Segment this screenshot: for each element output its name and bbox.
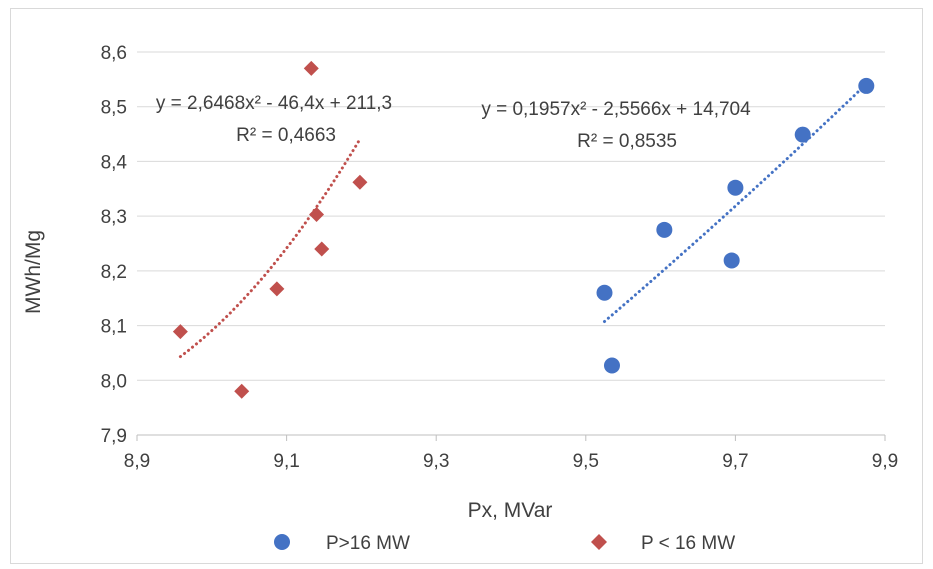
y-tick-label: 7,9 [101, 426, 127, 447]
trendline-r2-p-over-16: R² = 0,8535 [577, 131, 677, 152]
y-tick-label: 8,5 [101, 98, 127, 119]
x-axis-title: Px, MVar [468, 499, 553, 522]
x-tick-label: 9,7 [722, 451, 748, 472]
trendline-p-under-16 [178, 137, 362, 359]
y-tick-label: 8,0 [101, 371, 127, 392]
trendlines [178, 82, 868, 359]
data-point-p-over-16 [656, 221, 673, 238]
data-point-p-under-16 [303, 60, 319, 76]
y-tick-label: 8,2 [101, 262, 127, 283]
trendline-equation-p-under-16: y = 2,6468x² - 46,4x + 211,3 [156, 93, 392, 114]
y-tick-label: 8,4 [101, 152, 128, 173]
y-axis-title: MWh/Mg [22, 230, 45, 314]
data-points [172, 60, 875, 399]
trendline-r2-p-under-16: R² = 0,4663 [236, 125, 336, 146]
legend-marker-p-over-16 [274, 534, 290, 550]
data-point-p-over-16 [727, 179, 744, 196]
trendline-p-over-16 [603, 82, 868, 323]
y-tick-label: 8,6 [101, 43, 127, 64]
trendline-equation-p-over-16: y = 0,1957x² - 2,5566x + 14,704 [481, 99, 751, 120]
data-point-p-under-16 [269, 281, 285, 297]
legend-label-p-over-16: P>16 MW [326, 533, 410, 554]
data-point-p-over-16 [794, 126, 811, 143]
data-point-p-under-16 [314, 241, 330, 257]
data-point-p-over-16 [723, 252, 740, 269]
chart-frame [10, 8, 923, 564]
data-point-p-under-16 [309, 207, 325, 223]
legend: P>16 MW P < 16 MW [274, 533, 735, 554]
data-point-p-over-16 [603, 357, 620, 374]
y-tick-label: 8,1 [101, 317, 127, 338]
axes: 7,9 8,0 8,1 8,2 8,3 8,4 8,5 8,6 8,9 9,1 9,3 9,5 9,7 9… [101, 43, 899, 472]
x-tick-label: 8,9 [124, 451, 150, 472]
data-point-p-over-16 [858, 77, 875, 94]
data-point-p-under-16 [234, 383, 250, 399]
legend-label-p-under-16: P < 16 MW [641, 533, 735, 554]
x-tick-label: 9,1 [273, 451, 299, 472]
gridlines [137, 51, 885, 381]
x-tick-label: 9,9 [872, 451, 898, 472]
y-tick-label: 8,3 [101, 207, 127, 228]
data-point-p-under-16 [352, 174, 368, 190]
data-point-p-under-16 [172, 324, 188, 340]
x-tick-label: 9,5 [573, 451, 599, 472]
data-point-p-over-16 [596, 284, 613, 301]
labels: Px, MVar MWh/Mg y = 2,6468x² - 46,4x + 2… [22, 93, 751, 522]
legend-marker-p-under-16 [591, 534, 607, 550]
x-tick-label: 9,3 [423, 451, 449, 472]
